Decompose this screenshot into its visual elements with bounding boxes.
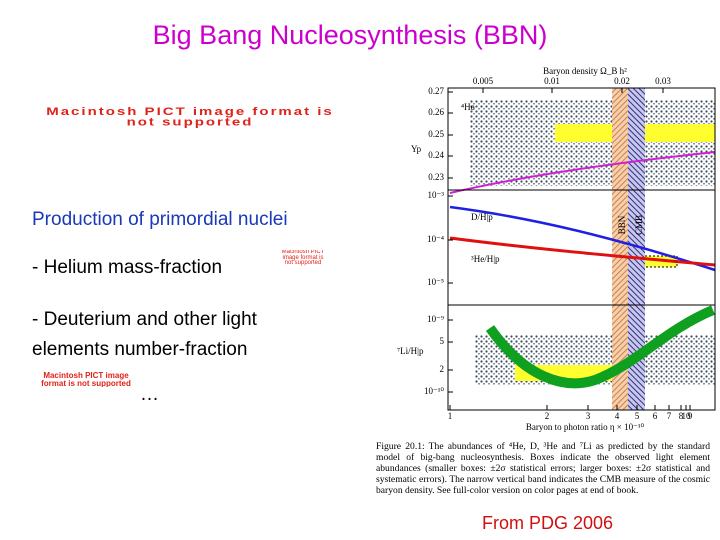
image-placeholder: Macintosh PICT image format is not suppo… xyxy=(46,106,334,128)
bbn-band xyxy=(612,88,628,410)
figure: Baryon density Ω_B h² Baryon to photon r… xyxy=(397,66,716,432)
top-tick-label: 0.005 xyxy=(473,76,494,86)
y-tick-label: 0.23 xyxy=(428,172,444,182)
bottom-tick-label: 2 xyxy=(545,411,550,421)
y-tick-label: 0.26 xyxy=(428,107,444,117)
image-placeholder: Macintosh PICT image format is not suppo… xyxy=(281,250,325,267)
observation-box xyxy=(470,100,715,186)
y-tick-label: 2 xyxy=(440,364,445,374)
band-label: CMB xyxy=(634,215,644,235)
y-tick-label: 5 xyxy=(440,336,445,346)
bottom-tick-label: 6 xyxy=(653,411,658,421)
y-tick-label: 10⁻⁹ xyxy=(427,314,444,324)
image-placeholder: Macintosh PICT image format is not suppo… xyxy=(41,372,131,388)
he4-curve xyxy=(449,151,716,194)
bottom-tick-label: 5 xyxy=(635,411,640,421)
bottom-tick-label: 1 xyxy=(448,411,453,421)
y-tick-label: 10⁻¹⁰ xyxy=(424,386,444,396)
li7-curve xyxy=(485,305,715,389)
source-note: From PDG 2006 xyxy=(482,513,614,533)
y-tick-label: 10⁻⁴ xyxy=(427,234,444,244)
ellipsis: … xyxy=(140,384,159,405)
he3-curve xyxy=(449,236,716,267)
bottom-tick-label: 9 xyxy=(688,411,693,421)
y-tick-label: 0.27 xyxy=(428,86,444,96)
top-tick-label: 0.01 xyxy=(544,76,560,86)
top-tick-label: 0.03 xyxy=(655,76,671,86)
y-tick-label: 10⁻³ xyxy=(428,190,445,200)
body-heading: Production of primordial nuclei xyxy=(32,209,288,230)
panel-label: D/H|p xyxy=(471,212,493,222)
slide-title: Big Bang Nucleosynthesis (BBN) xyxy=(152,20,548,50)
bottom-tick-label: 10 xyxy=(682,411,692,421)
y-tick-label: 0.25 xyxy=(428,129,444,139)
panel-label: Yp xyxy=(411,144,422,154)
bottom-axis-label: Baryon to photon ratio η × 10⁻¹⁰ xyxy=(526,422,645,432)
y-tick-label: 10⁻⁵ xyxy=(427,277,444,287)
band-label: BBN xyxy=(617,215,627,234)
body-item: - Deuterium and other light elements num… xyxy=(32,309,257,360)
y-tick-label: 0.24 xyxy=(428,150,444,160)
top-tick-label: 0.02 xyxy=(614,76,630,86)
bottom-tick-label: 7 xyxy=(667,411,672,421)
bottom-tick-label: 8 xyxy=(679,411,684,421)
body-item: - Helium mass-fraction xyxy=(32,257,223,278)
figure-caption: Figure 20.1: The abundances of ⁴He, D, ³… xyxy=(376,441,710,496)
panel-label: ³He/H|p xyxy=(471,254,500,264)
panel-label: ⁷Li/H|p xyxy=(397,346,424,356)
cmb-band xyxy=(628,88,645,410)
plot-frame xyxy=(447,87,716,411)
d-curve xyxy=(449,205,716,272)
panel-label: ⁴He xyxy=(461,102,475,112)
top-axis-label: Baryon density Ω_B h² xyxy=(543,66,627,76)
bottom-tick-label: 3 xyxy=(586,411,591,421)
bottom-tick-label: 4 xyxy=(615,411,620,421)
